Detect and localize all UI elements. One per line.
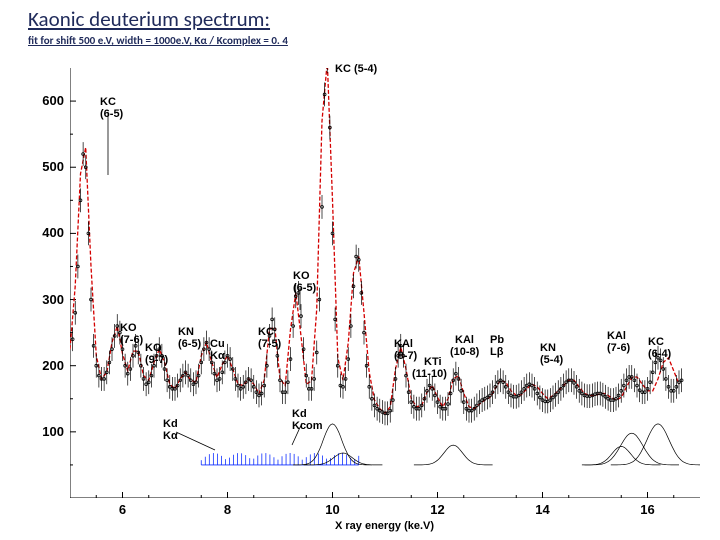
- main-title: Kaonic deuterium spectrum:: [28, 6, 288, 32]
- peak-label: KAl: [455, 334, 474, 346]
- ytick-label: 200: [24, 358, 64, 373]
- peak-label: KC (5-4): [335, 63, 377, 75]
- xtick-label: 10: [318, 502, 348, 517]
- peak-label: (6-5): [100, 108, 123, 120]
- peak-label: Pb: [490, 334, 504, 346]
- ytick-label: 500: [24, 159, 64, 174]
- peak-label: KC: [648, 336, 664, 348]
- peak-label: Kα: [210, 350, 225, 362]
- peak-label: KTi: [424, 356, 442, 368]
- peak-label: (8-7): [394, 350, 417, 362]
- peak-label: KC: [100, 96, 116, 108]
- peak-label: (6-5): [293, 282, 316, 294]
- xtick-label: 8: [213, 502, 243, 517]
- peak-label: Kd: [163, 418, 178, 430]
- peak-label: Lβ: [490, 346, 503, 358]
- peak-label: KN: [178, 326, 194, 338]
- peak-label: Kcom: [292, 420, 323, 432]
- ytick-label: 300: [24, 292, 64, 307]
- ytick-label: 100: [24, 424, 64, 439]
- peak-label: (5-4): [540, 354, 563, 366]
- peak-label: (7-6): [120, 334, 143, 346]
- xtick-label: 16: [633, 502, 663, 517]
- peak-label: KO: [145, 342, 162, 354]
- peak-label: (11-10): [412, 368, 447, 380]
- subtitle: fit for shift 500 e.V, width = 1000e.V, …: [28, 34, 288, 47]
- peak-label: KC: [258, 326, 274, 338]
- ytick-label: 600: [24, 93, 64, 108]
- xtick-label: 12: [423, 502, 453, 517]
- peak-label: KO: [293, 270, 310, 282]
- peak-label: (7-5): [258, 338, 281, 350]
- xaxis-title: X ray energy (ke.V): [335, 520, 434, 532]
- peak-label: (9-7): [145, 354, 168, 366]
- ytick-label: 400: [24, 225, 64, 240]
- peak-label: Kd: [292, 408, 307, 420]
- title-block: Kaonic deuterium spectrum: fit for shift…: [28, 6, 288, 47]
- xtick-label: 6: [108, 502, 138, 517]
- peak-label: (6-4): [648, 348, 671, 360]
- peak-label: (10-8): [450, 346, 479, 358]
- peak-label: KN: [540, 342, 556, 354]
- peak-label: KAl: [394, 338, 413, 350]
- peak-label: (7-6): [607, 342, 630, 354]
- xtick-label: 14: [528, 502, 558, 517]
- peak-label: Cu: [210, 338, 225, 350]
- peak-label: Kα: [163, 430, 178, 442]
- peak-label: KO: [120, 322, 137, 334]
- peak-label: (6-5): [178, 338, 201, 350]
- peak-label: KAl: [607, 330, 626, 342]
